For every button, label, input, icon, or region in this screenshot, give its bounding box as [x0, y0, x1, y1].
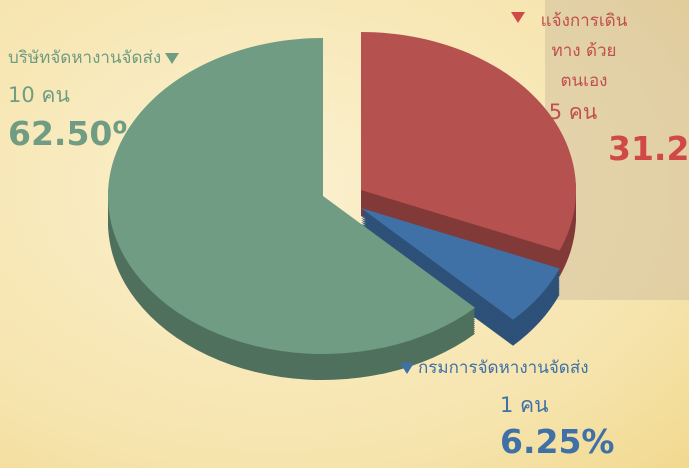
count-label: 1 คน: [500, 393, 549, 417]
count-label: 10 คน: [8, 83, 70, 107]
pie-slice: [361, 32, 577, 251]
label-group: บริษัทจัดหางานจัดส่ง 10 คน 62.50%: [8, 44, 183, 153]
percent-label: 31.25%: [608, 129, 689, 168]
label-group: แจ้งการเดินทาง ด้วยตนเอง 5 คน 31.25%: [498, 6, 689, 168]
pie-slice: [107, 38, 476, 354]
marker: [165, 52, 180, 64]
percent-label: 6.25%: [500, 422, 615, 461]
count-label: 5 คน: [548, 100, 598, 124]
pie-slice: [361, 208, 560, 320]
percent-label: 62.50%: [8, 114, 146, 153]
category-label: บริษัทจัดหางานจัดส่ง: [8, 48, 162, 68]
category-label: กรมการจัดหางานจัดส่ง: [418, 358, 589, 378]
marker: [400, 362, 414, 374]
category-label: แจ้งการเดินทาง ด้วยตนเอง: [540, 11, 628, 91]
marker: [511, 12, 525, 23]
label-group: กรมการจัดหางานจัดส่ง 1 คน 6.25%: [396, 354, 615, 461]
